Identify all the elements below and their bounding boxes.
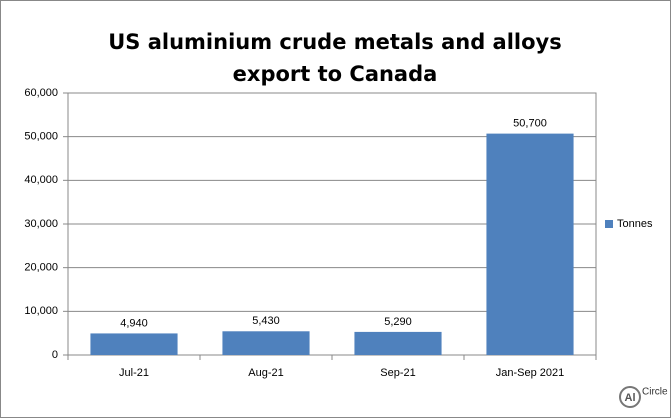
y-tick-label: 40,000 bbox=[24, 174, 58, 186]
value-label: 4,940 bbox=[120, 317, 148, 329]
logo-circle bbox=[619, 386, 641, 408]
value-label: 5,290 bbox=[384, 316, 412, 328]
y-tick-label: 20,000 bbox=[24, 262, 58, 274]
value-label: 50,700 bbox=[513, 118, 547, 130]
y-tick-label: 60,000 bbox=[24, 87, 58, 99]
x-tick-label: Jul-21 bbox=[119, 367, 149, 379]
value-label: 5,430 bbox=[252, 315, 280, 327]
y-tick-label: 0 bbox=[52, 349, 58, 361]
legend-swatch bbox=[605, 220, 613, 228]
bar bbox=[354, 331, 442, 355]
y-tick-label: 50,000 bbox=[24, 131, 58, 143]
y-tick-label: 10,000 bbox=[24, 305, 58, 317]
logo-text: Circle bbox=[642, 387, 668, 398]
bar bbox=[90, 333, 178, 355]
x-tick-label: Aug-21 bbox=[248, 367, 283, 379]
chart-title: US aluminium crude metals and alloys exp… bbox=[108, 30, 562, 86]
logo-mark: Al bbox=[625, 392, 636, 404]
y-tick-label: 30,000 bbox=[24, 218, 58, 230]
bar bbox=[222, 331, 310, 355]
x-tick-label: Sep-21 bbox=[380, 367, 415, 379]
legend-label: Tonnes bbox=[617, 218, 653, 230]
bar bbox=[486, 133, 574, 355]
x-tick-label: Jan-Sep 2021 bbox=[496, 367, 565, 379]
